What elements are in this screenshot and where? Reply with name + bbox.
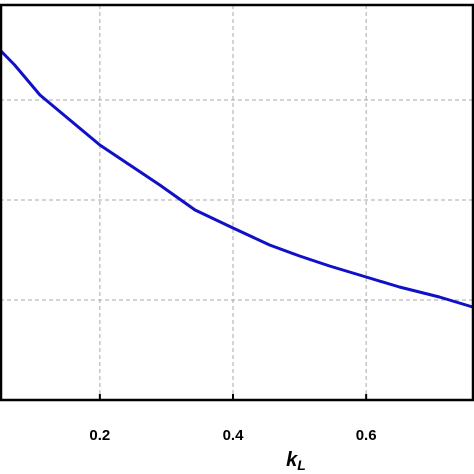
line [0, 48, 474, 309]
x-axis-label: kL [286, 449, 306, 472]
x-tick-label: 0.4 [223, 427, 245, 444]
x-tick-label: 0.2 [89, 427, 110, 444]
x-tick-label: 0.6 [356, 427, 377, 444]
plot-frame [0, 3, 474, 402]
